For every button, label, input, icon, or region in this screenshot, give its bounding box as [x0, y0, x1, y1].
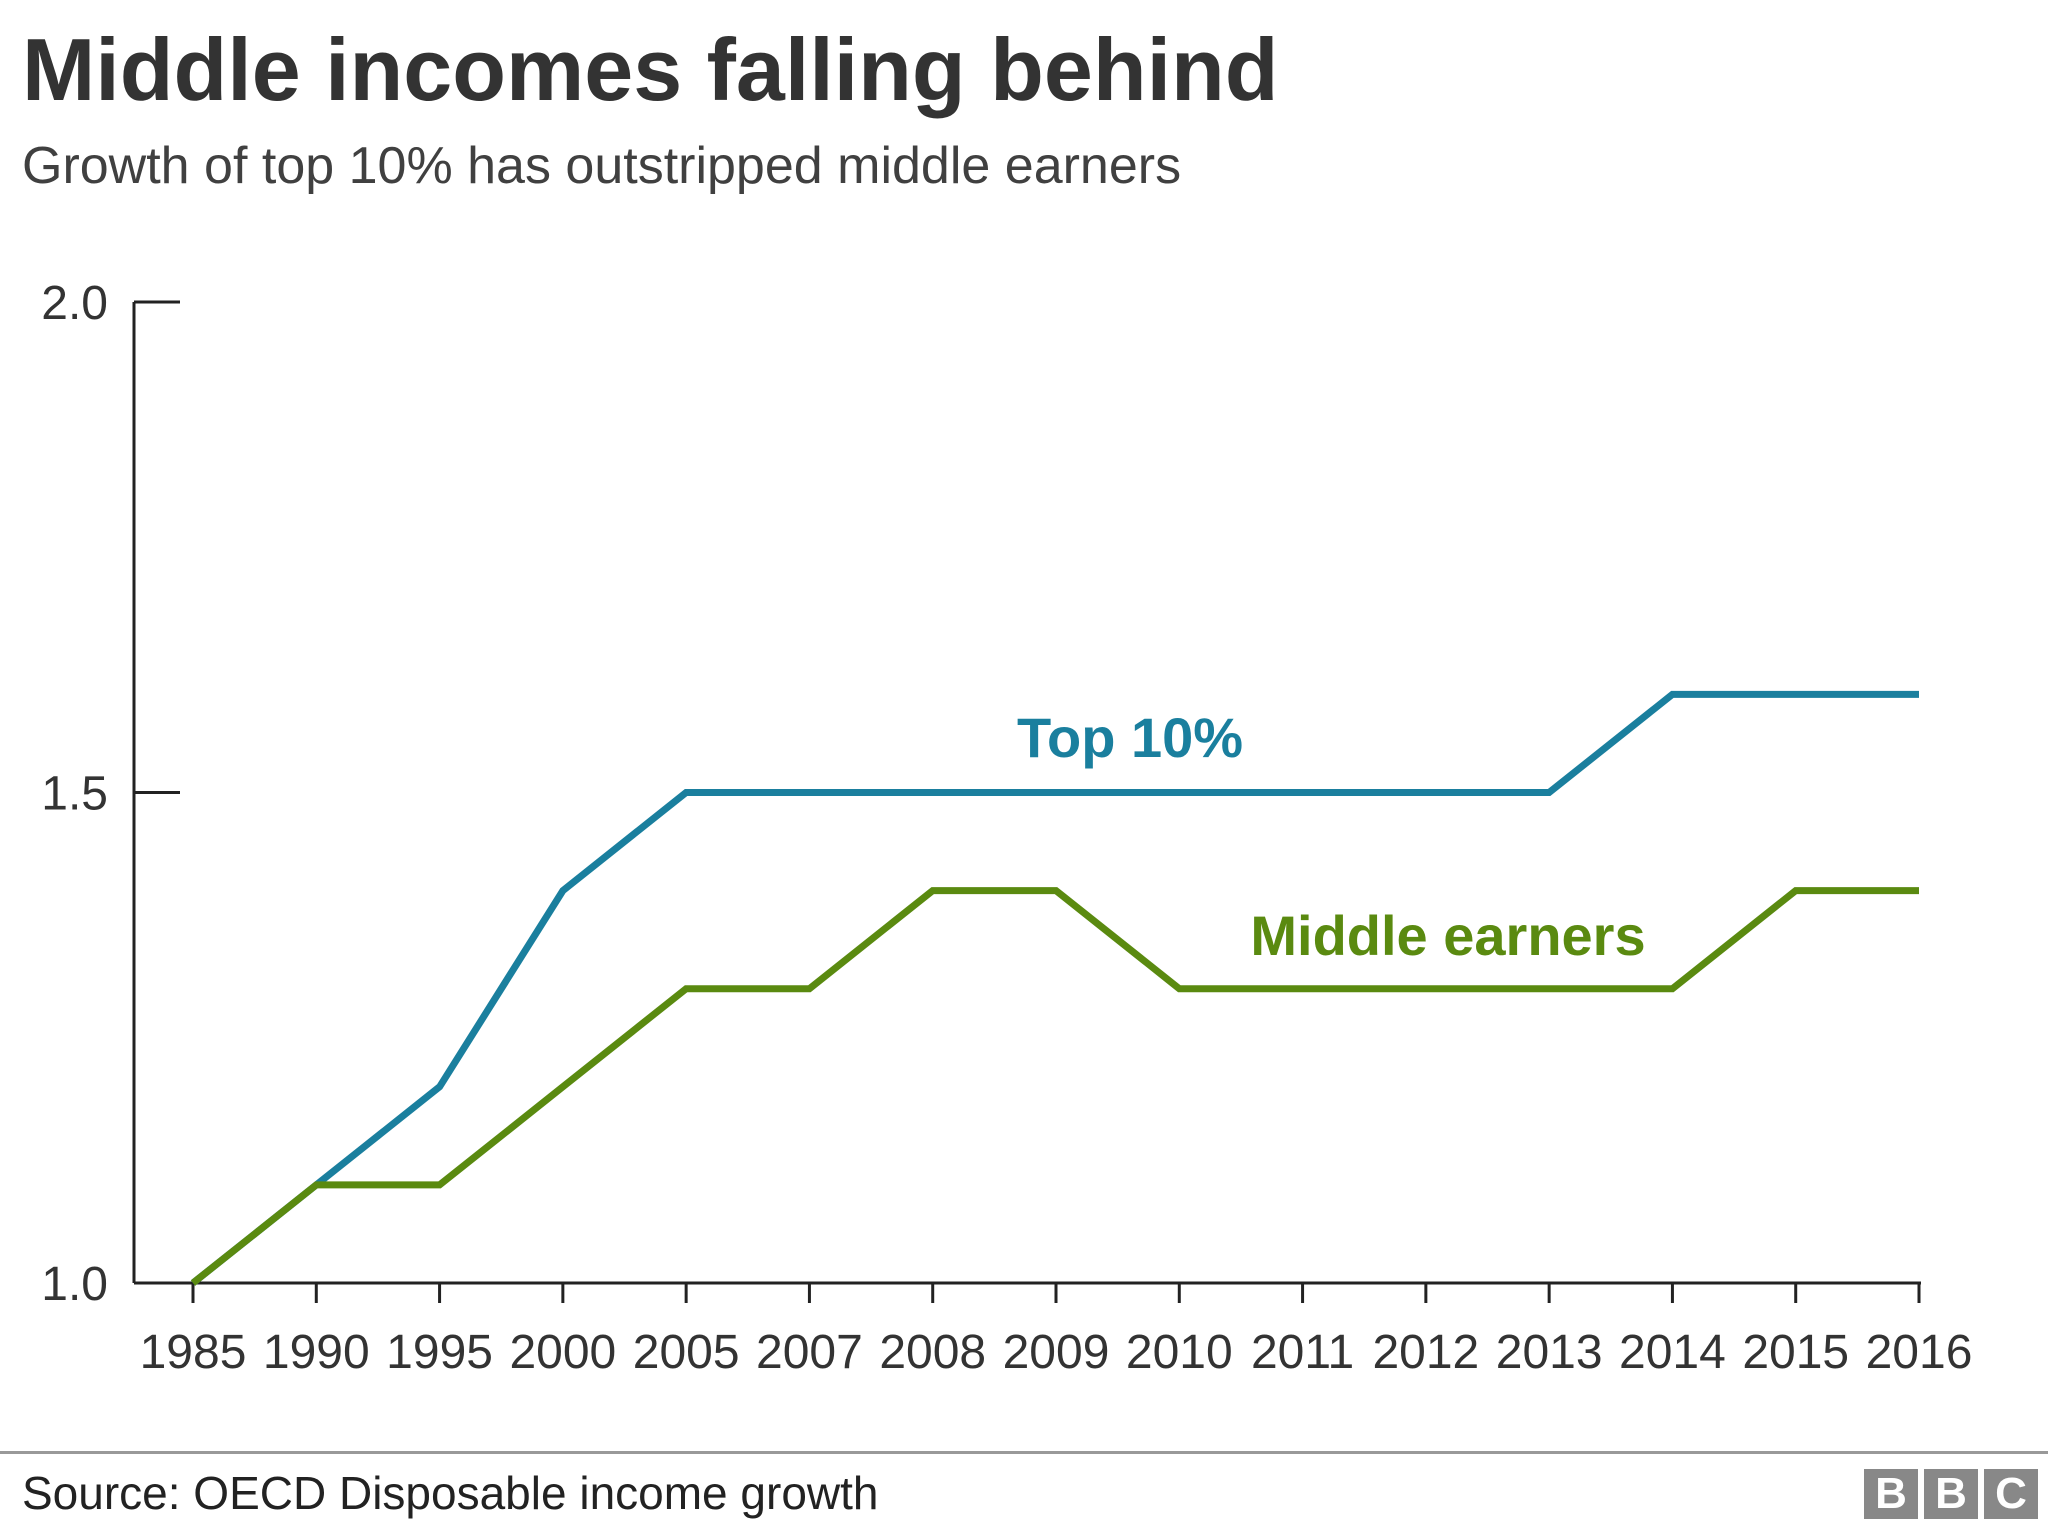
x-tick-label-2011: 2011: [1251, 1326, 1354, 1379]
x-tick-label-2013: 2013: [1496, 1326, 1603, 1379]
series-label-top-10: Top 10%: [1017, 706, 1243, 769]
series-line-top-10: [190, 690, 1919, 1286]
bbc-logo-letter-b2: B: [1924, 1469, 1978, 1519]
source-note: Source: OECD Disposable income growth: [22, 1467, 879, 1519]
y-tick-label-1.5: 1.5: [41, 768, 108, 821]
line-chart: 1.0 1.5 2.0 1985 1990 1995 2000 2005 2007 2008 200…: [41, 277, 1973, 1379]
bbc-logo-letter-b1: B: [1864, 1469, 1918, 1519]
footer-divider: [0, 1451, 2048, 1454]
series-line-middle-earners: [190, 887, 1919, 1286]
x-tick-label-2007: 2007: [756, 1326, 863, 1379]
series-label-middle-earners: Middle earners: [1250, 904, 1645, 967]
x-tick-label-2016: 2016: [1866, 1326, 1973, 1379]
x-tick-label-1990: 1990: [263, 1326, 370, 1379]
y-tick-label-1.0: 1.0: [41, 1258, 108, 1311]
x-tick-label-2015: 2015: [1742, 1326, 1849, 1379]
x-tick-label-2000: 2000: [509, 1326, 616, 1379]
chart-title: Middle incomes falling behind: [22, 20, 1279, 119]
bbc-logo: B B C: [1864, 1469, 2038, 1519]
chart-subtitle: Growth of top 10% has outstripped middle…: [22, 137, 1182, 195]
x-tick-label-2005: 2005: [633, 1326, 740, 1379]
x-tick-label-1985: 1985: [140, 1326, 247, 1379]
x-tick-label-1995: 1995: [386, 1326, 493, 1379]
bbc-logo-letter-c: C: [1984, 1469, 2038, 1519]
x-tick-label-2012: 2012: [1372, 1326, 1479, 1379]
y-tick-label-2.0: 2.0: [41, 277, 108, 330]
x-tick-label-2009: 2009: [1003, 1326, 1110, 1379]
x-tick-label-2008: 2008: [879, 1326, 986, 1379]
x-tick-label-2014: 2014: [1619, 1326, 1726, 1379]
x-tick-label-2010: 2010: [1126, 1326, 1233, 1379]
